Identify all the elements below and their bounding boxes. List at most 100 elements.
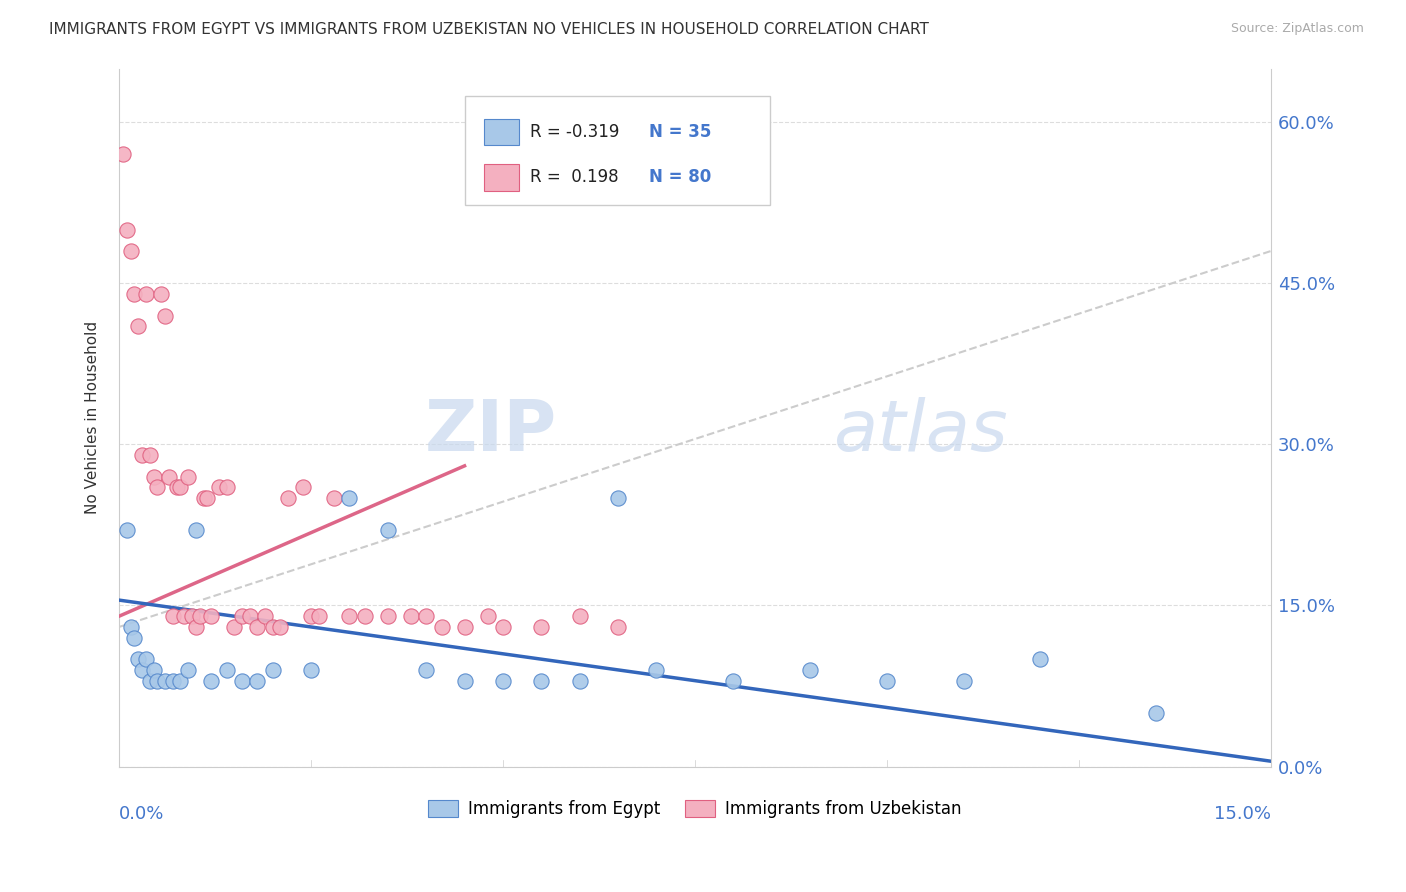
- Point: [127, 652, 149, 666]
- Point: [184, 524, 207, 538]
- Point: [115, 222, 138, 236]
- Point: [115, 524, 138, 538]
- Point: [453, 620, 475, 634]
- Point: [269, 620, 291, 634]
- Point: [292, 480, 315, 494]
- Point: [645, 663, 668, 677]
- Text: Source: ZipAtlas.com: Source: ZipAtlas.com: [1230, 22, 1364, 36]
- Point: [224, 620, 246, 634]
- Point: [139, 673, 162, 688]
- Point: [477, 609, 499, 624]
- Point: [184, 620, 207, 634]
- Point: [162, 609, 184, 624]
- Point: [453, 673, 475, 688]
- Point: [262, 663, 284, 677]
- Point: [146, 673, 169, 688]
- Text: 0.0%: 0.0%: [120, 805, 165, 823]
- Point: [231, 609, 253, 624]
- Text: R =  0.198: R = 0.198: [530, 169, 619, 186]
- Point: [215, 663, 238, 677]
- Point: [277, 491, 299, 505]
- Bar: [484, 119, 519, 145]
- Legend: Immigrants from Egypt, Immigrants from Uzbekistan: Immigrants from Egypt, Immigrants from U…: [422, 793, 969, 824]
- Point: [415, 609, 437, 624]
- Point: [127, 319, 149, 334]
- Point: [120, 244, 142, 258]
- Point: [146, 480, 169, 494]
- Point: [193, 491, 215, 505]
- Point: [1029, 652, 1052, 666]
- Point: [530, 673, 553, 688]
- Point: [166, 480, 188, 494]
- FancyBboxPatch shape: [464, 96, 769, 204]
- Point: [142, 663, 165, 677]
- Point: [177, 663, 200, 677]
- Point: [353, 609, 375, 624]
- Text: N = 35: N = 35: [648, 123, 711, 141]
- Point: [135, 287, 157, 301]
- Point: [188, 609, 211, 624]
- Point: [299, 609, 322, 624]
- Point: [200, 609, 222, 624]
- Point: [568, 673, 591, 688]
- Text: 15.0%: 15.0%: [1213, 805, 1271, 823]
- Point: [157, 469, 180, 483]
- Point: [530, 620, 553, 634]
- Point: [135, 652, 157, 666]
- Point: [195, 491, 218, 505]
- Point: [337, 491, 360, 505]
- Point: [253, 609, 276, 624]
- Point: [162, 673, 184, 688]
- Point: [215, 480, 238, 494]
- Text: IMMIGRANTS FROM EGYPT VS IMMIGRANTS FROM UZBEKISTAN NO VEHICLES IN HOUSEHOLD COR: IMMIGRANTS FROM EGYPT VS IMMIGRANTS FROM…: [49, 22, 929, 37]
- Point: [337, 609, 360, 624]
- Point: [150, 287, 173, 301]
- Point: [262, 620, 284, 634]
- Text: atlas: atlas: [834, 397, 1008, 466]
- Point: [111, 147, 134, 161]
- Text: N = 80: N = 80: [648, 169, 711, 186]
- Point: [399, 609, 422, 624]
- Point: [181, 609, 204, 624]
- Point: [208, 480, 231, 494]
- Point: [131, 663, 153, 677]
- Text: R = -0.319: R = -0.319: [530, 123, 620, 141]
- Point: [120, 620, 142, 634]
- Point: [131, 448, 153, 462]
- Bar: [484, 164, 519, 191]
- Point: [415, 663, 437, 677]
- Point: [723, 673, 745, 688]
- Point: [607, 491, 630, 505]
- Point: [952, 673, 974, 688]
- Point: [430, 620, 453, 634]
- Point: [177, 469, 200, 483]
- Point: [142, 469, 165, 483]
- Point: [239, 609, 262, 624]
- Point: [377, 524, 399, 538]
- Point: [200, 673, 222, 688]
- Point: [139, 448, 162, 462]
- Point: [153, 309, 176, 323]
- Point: [492, 673, 515, 688]
- Point: [377, 609, 399, 624]
- Point: [876, 673, 898, 688]
- Point: [124, 631, 146, 645]
- Point: [299, 663, 322, 677]
- Text: ZIP: ZIP: [425, 397, 557, 466]
- Point: [124, 287, 146, 301]
- Point: [173, 609, 195, 624]
- Y-axis label: No Vehicles in Household: No Vehicles in Household: [86, 321, 100, 514]
- Point: [607, 620, 630, 634]
- Point: [568, 609, 591, 624]
- Point: [323, 491, 346, 505]
- Point: [246, 673, 269, 688]
- Point: [246, 620, 269, 634]
- Point: [153, 673, 176, 688]
- Point: [799, 663, 821, 677]
- Point: [231, 673, 253, 688]
- Point: [169, 480, 191, 494]
- Point: [308, 609, 330, 624]
- Point: [492, 620, 515, 634]
- Point: [1144, 706, 1167, 720]
- Point: [169, 673, 191, 688]
